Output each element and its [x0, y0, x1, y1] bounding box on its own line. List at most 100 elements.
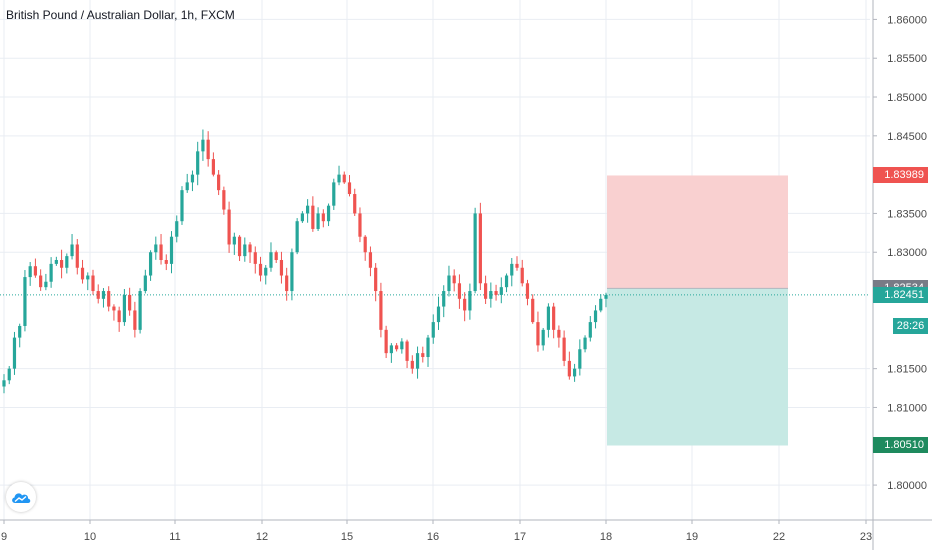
candle-body — [237, 236, 242, 257]
candle — [442, 285, 446, 318]
candle — [232, 232, 236, 255]
candle — [431, 314, 435, 344]
time-axis-labels[interactable]: 9 10 11 12 15 16 17 18 19 22 23 — [1, 531, 872, 543]
candle-body — [379, 291, 383, 330]
candle — [180, 186, 184, 225]
candle-body — [415, 353, 420, 369]
candle — [258, 256, 263, 282]
candle — [54, 256, 58, 266]
time-tick-label: 19 — [686, 531, 698, 543]
candle — [405, 339, 409, 369]
candle — [583, 335, 587, 353]
long-position-tool[interactable] — [0, 175, 870, 446]
candle — [436, 296, 441, 330]
candle-body — [410, 360, 414, 369]
candle-body — [442, 291, 446, 307]
candle-body — [54, 260, 58, 264]
candle-body — [321, 213, 325, 222]
price-axis-labels[interactable]: 1.86000 1.85500 1.85000 1.84500 1.83500 1.830… — [887, 14, 927, 492]
candle-body — [306, 205, 310, 214]
candle — [227, 201, 231, 253]
candle-body — [384, 329, 388, 354]
price-tick-label: 1.84500 — [887, 131, 927, 143]
candle-body — [96, 291, 100, 299]
candle — [7, 366, 11, 385]
candle — [274, 250, 278, 263]
candle — [12, 331, 17, 375]
candle — [400, 338, 404, 354]
candle — [217, 170, 221, 196]
candle-body — [243, 244, 247, 257]
tradingview-logo[interactable] — [6, 482, 36, 512]
candle-body — [457, 283, 462, 299]
candle-body — [421, 353, 425, 358]
candle — [128, 287, 132, 316]
candle — [379, 282, 383, 338]
price-tick-label: 1.85000 — [887, 92, 927, 104]
candle-body — [316, 213, 320, 229]
tradingview-cloud-icon — [12, 493, 31, 503]
bar-countdown-badge: 28:26 — [893, 318, 928, 334]
candle-body — [185, 182, 189, 191]
candle-body — [452, 275, 456, 284]
candle-body — [447, 275, 451, 292]
candle — [222, 186, 226, 215]
candle — [279, 251, 284, 284]
candle-body — [80, 267, 85, 280]
stop-loss-zone[interactable] — [607, 175, 788, 289]
candle — [159, 234, 163, 265]
candle-body — [332, 182, 336, 206]
candle — [321, 209, 325, 228]
candle — [588, 316, 592, 342]
candle-body — [101, 291, 106, 299]
candle — [75, 239, 79, 275]
stop-price-badge: 1.83989 — [873, 167, 928, 184]
candle — [410, 355, 414, 374]
candle-body — [342, 174, 346, 183]
candle — [557, 325, 561, 348]
candle — [169, 231, 174, 274]
candle-body — [525, 283, 530, 299]
candle-body — [510, 263, 514, 276]
candle-body — [39, 275, 43, 288]
candle-body — [7, 368, 11, 381]
candle-body — [190, 174, 195, 183]
candle — [374, 263, 378, 302]
candle-body — [217, 174, 221, 191]
candle-body — [541, 329, 545, 346]
candle-body — [468, 291, 472, 311]
candle — [536, 311, 540, 352]
candle-body — [274, 252, 278, 260]
candle — [290, 248, 294, 301]
candle — [117, 306, 121, 332]
candlestick-series — [2, 129, 608, 394]
candle-body — [374, 267, 378, 292]
candle — [541, 327, 545, 351]
take-profit-zone[interactable] — [607, 288, 788, 446]
candle — [185, 173, 189, 193]
candle-body — [337, 174, 341, 183]
candle — [107, 286, 111, 312]
time-tick-label: 10 — [84, 531, 96, 543]
candle-body — [253, 252, 257, 264]
candle — [49, 257, 53, 288]
candle-body — [86, 275, 90, 280]
candle — [206, 131, 210, 167]
candle-body — [358, 213, 362, 237]
candle — [599, 294, 603, 313]
candle — [510, 257, 514, 287]
candle — [525, 279, 530, 306]
candle — [39, 269, 43, 291]
candle — [112, 304, 116, 321]
candle — [18, 323, 22, 348]
candle — [122, 288, 126, 326]
candle-body — [159, 244, 163, 260]
candle-body — [180, 190, 184, 222]
candle-body — [201, 139, 205, 152]
candle-body — [567, 360, 571, 377]
candle — [332, 178, 336, 210]
candle — [389, 343, 393, 363]
candle-body — [347, 182, 352, 195]
candle-body — [23, 277, 27, 326]
